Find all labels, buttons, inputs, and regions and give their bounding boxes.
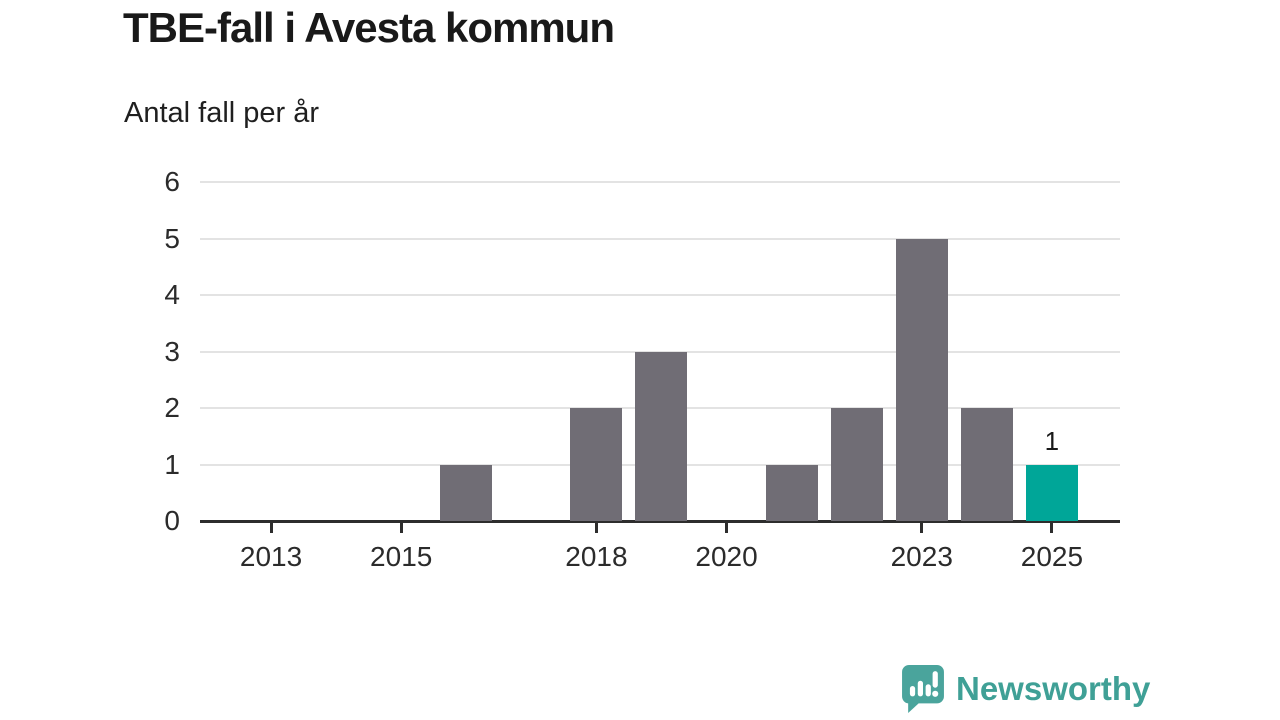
bar-2023 (895, 238, 948, 521)
bar-2016 (440, 464, 493, 521)
chart-subtitle: Antal fall per år (124, 97, 320, 129)
y-axis-label-0: 0 (164, 505, 180, 536)
bar-chart-speech-bubble-icon (902, 665, 944, 713)
gridline-y5 (200, 237, 1120, 240)
y-axis-label-3: 3 (164, 335, 180, 367)
x-axis-label-2013: 2013 (239, 541, 303, 572)
bar-value-label-2025: 1 (1044, 425, 1060, 456)
y-axis-label-1: 1 (164, 448, 180, 480)
x-axis-tick-2023 (920, 523, 924, 533)
x-axis-tick-2025 (1050, 523, 1054, 533)
x-axis-label-2023: 2023 (890, 541, 953, 572)
x-axis-tick-2013 (269, 523, 273, 533)
y-axis-label-6: 6 (164, 166, 180, 197)
y-axis-label-4: 4 (164, 279, 180, 310)
newsworthy-logo: Newsworthy (902, 665, 1150, 713)
bar-2018 (570, 408, 623, 521)
x-axis-tick-2018 (594, 523, 598, 533)
x-axis-tick-2015 (399, 523, 403, 533)
bar-2021 (765, 464, 818, 521)
x-axis-label-2018: 2018 (565, 541, 628, 572)
x-axis-label-2025: 2025 (1020, 541, 1084, 572)
x-axis-label-2015: 2015 (370, 541, 433, 572)
chart-title: TBE-fall i Avesta kommun (123, 4, 615, 51)
y-axis-label-5: 5 (164, 222, 180, 254)
brand-name: Newsworthy (956, 670, 1151, 707)
y-axis-label-2: 2 (164, 392, 180, 423)
x-axis-line (200, 520, 1120, 523)
bar-2019 (635, 351, 688, 521)
bar-2022 (830, 408, 883, 521)
gridline-y6 (200, 181, 1120, 183)
x-axis-tick-2020 (725, 523, 729, 533)
bar-2025 (1025, 464, 1078, 521)
gridline-y4 (200, 294, 1120, 296)
bar-2024 (960, 408, 1013, 521)
x-axis-label-2020: 2020 (695, 541, 758, 572)
